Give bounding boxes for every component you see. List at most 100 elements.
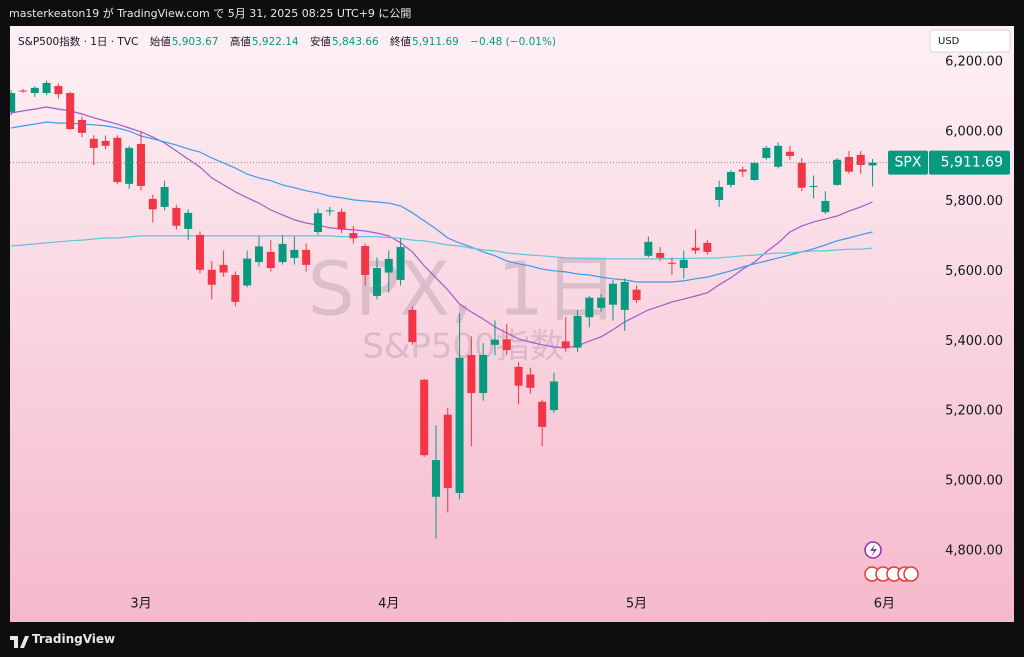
candle-body bbox=[42, 82, 51, 94]
candle bbox=[420, 379, 429, 457]
candle bbox=[502, 323, 511, 356]
candle-body bbox=[195, 234, 204, 270]
candle-body bbox=[762, 147, 771, 159]
candle bbox=[762, 145, 771, 160]
candle-body bbox=[774, 145, 783, 167]
candle-body bbox=[656, 252, 665, 258]
moving-average-line bbox=[11, 235, 873, 260]
candle bbox=[526, 367, 535, 394]
y-tick-label: 5,800.00 bbox=[945, 194, 1003, 209]
candle bbox=[243, 250, 252, 288]
event-icon-bolt bbox=[870, 544, 877, 557]
ohlc-value: 5,922.14 bbox=[251, 36, 299, 48]
candle-body bbox=[337, 211, 346, 230]
candle-body bbox=[30, 87, 39, 94]
candle-body bbox=[254, 246, 263, 263]
x-tick-label: 4月 bbox=[378, 597, 399, 612]
candle bbox=[219, 250, 228, 277]
candle bbox=[561, 316, 570, 352]
candle bbox=[868, 159, 877, 187]
candle-body bbox=[726, 171, 735, 185]
candle bbox=[42, 80, 51, 96]
candle-body bbox=[89, 138, 98, 148]
candle bbox=[101, 135, 110, 150]
candle-body bbox=[844, 156, 853, 172]
candle bbox=[679, 250, 688, 279]
candle bbox=[608, 280, 617, 321]
moving-average-line bbox=[11, 106, 873, 349]
candle-body bbox=[526, 374, 535, 388]
candle-body bbox=[644, 241, 653, 256]
candle-body bbox=[573, 315, 582, 348]
candle-body bbox=[136, 144, 145, 186]
candle bbox=[66, 91, 75, 131]
candle bbox=[136, 131, 145, 191]
candle bbox=[10, 90, 16, 116]
candle bbox=[585, 295, 594, 328]
candle-body bbox=[349, 233, 358, 239]
candle-body bbox=[443, 414, 452, 489]
candle bbox=[573, 309, 582, 352]
symbol-label: SPX bbox=[895, 155, 922, 171]
candle bbox=[408, 306, 417, 345]
candle-body bbox=[207, 269, 216, 285]
chart-background bbox=[10, 26, 1014, 622]
candle-body bbox=[420, 379, 429, 456]
candle bbox=[703, 240, 712, 255]
candle bbox=[656, 247, 665, 262]
candle-body bbox=[467, 354, 476, 394]
candle bbox=[18, 88, 27, 93]
candle-body bbox=[750, 162, 759, 181]
y-tick-label: 5,400.00 bbox=[945, 334, 1003, 349]
candle bbox=[349, 226, 358, 244]
candle bbox=[384, 250, 393, 293]
legend: S&P500指数 · 1日 · TVC 始値5,903.67 高値5,922.1… bbox=[18, 34, 564, 49]
candle-body bbox=[455, 357, 464, 493]
candle-body bbox=[243, 258, 252, 286]
x-tick-label: 5月 bbox=[626, 597, 647, 612]
candle-body bbox=[372, 268, 381, 296]
candle bbox=[77, 116, 86, 138]
candle-body bbox=[325, 210, 334, 212]
candle-body bbox=[738, 169, 747, 172]
candle-body bbox=[797, 162, 806, 188]
candle bbox=[856, 151, 865, 174]
change: −0.48 (−0.01%) bbox=[470, 36, 557, 48]
candle bbox=[667, 257, 676, 275]
ohlc-value: 5,843.66 bbox=[331, 36, 379, 48]
candle-body bbox=[302, 249, 311, 265]
currency: USD bbox=[938, 36, 960, 47]
y-tick-label: 5,000.00 bbox=[945, 474, 1003, 489]
candle bbox=[644, 236, 653, 258]
candle bbox=[313, 208, 322, 235]
y-tick-label: 6,000.00 bbox=[945, 124, 1003, 139]
candle bbox=[620, 278, 629, 331]
candle bbox=[726, 170, 735, 188]
last-price-label: 5,911.69 bbox=[941, 155, 1003, 171]
candle-body bbox=[620, 281, 629, 310]
candle-body bbox=[184, 212, 193, 229]
moving-average-line bbox=[11, 121, 873, 283]
candle-body bbox=[172, 207, 181, 226]
candle bbox=[715, 180, 724, 207]
candle-body bbox=[703, 242, 712, 252]
candle-body bbox=[290, 249, 299, 258]
candle-body bbox=[101, 140, 110, 146]
candle-body bbox=[667, 262, 676, 264]
candle-body bbox=[597, 297, 606, 308]
event-icon[interactable] bbox=[903, 566, 919, 582]
candle bbox=[396, 238, 405, 286]
candle-body bbox=[868, 162, 877, 166]
y-tick-label: 6,200.00 bbox=[945, 54, 1003, 69]
candle bbox=[455, 313, 464, 500]
candle-body bbox=[856, 154, 865, 165]
candle bbox=[538, 400, 547, 447]
candle bbox=[774, 142, 783, 169]
candle-body bbox=[691, 247, 700, 251]
candle bbox=[207, 261, 216, 300]
candle-body bbox=[77, 119, 86, 133]
candle-body bbox=[18, 90, 27, 92]
currency-box[interactable] bbox=[929, 29, 1011, 53]
candle-body bbox=[549, 381, 558, 411]
